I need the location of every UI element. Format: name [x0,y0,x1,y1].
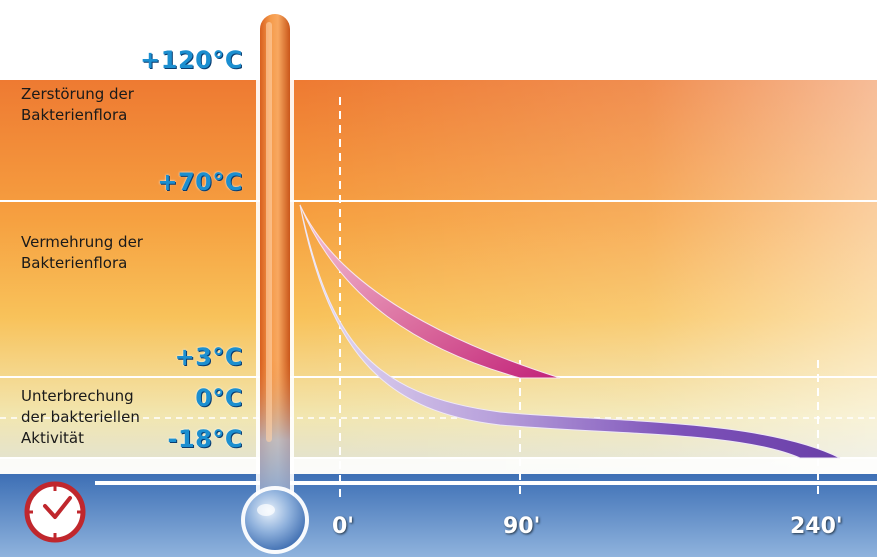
zone-label-interruption: Unterbrechung der bakteriellen Aktivität [21,387,140,447]
slow-cooling-curve [299,204,841,459]
thermometer-bulb [245,490,305,550]
clock-icon [24,481,86,543]
time-tick-90: 90' [503,514,541,539]
zone-label-multiplication: Vermehrung der Bakterienflora [21,233,143,272]
fast-cooling-curve [299,204,561,379]
thermometer [241,10,309,554]
time-tick-0: 0' [332,514,355,539]
time-band [0,474,877,557]
time-tick-240: 240' [790,514,843,539]
zone-label-destruction: Zerstörung der Bakterienflora [21,85,134,124]
temp-label-120: +120°C [140,46,243,74]
temp-label-minus18: -18°C [167,425,243,453]
temp-label-70: +70°C [157,168,243,196]
temp-label-0: 0°C [195,384,243,412]
temp-label-3: +3°C [174,343,243,371]
